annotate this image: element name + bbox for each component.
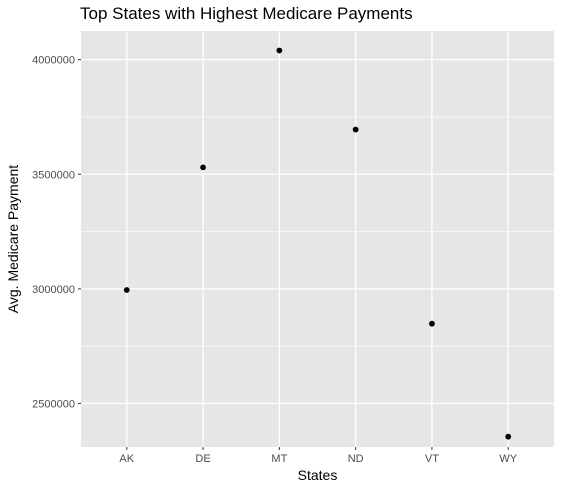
x-tick-label-vt: VT [425, 453, 439, 465]
point-mt [276, 47, 283, 54]
point-wy [505, 433, 512, 440]
y-tick-label-1: 3000000 [32, 284, 75, 296]
point-ak [123, 287, 130, 293]
x-axis-ticks: AK DE MT ND VT WY [119, 447, 518, 465]
chart-title: Top States with Highest Medicare Payment… [80, 4, 413, 23]
x-tick-label-mt: MT [271, 453, 287, 465]
y-axis-ticks: 2500000 3000000 3500000 4000000 [32, 55, 81, 410]
y-tick-label-2: 3500000 [32, 169, 75, 181]
x-axis-title: States [298, 467, 338, 483]
data-points [123, 47, 512, 440]
minor-gridlines [81, 116, 554, 347]
y-axis-title: Avg. Medicare Payment [5, 165, 21, 313]
point-nd [352, 126, 359, 133]
plot-panel [81, 31, 554, 447]
major-gridlines [81, 31, 554, 447]
x-tick-label-ak: AK [119, 453, 134, 465]
y-tick-label-0: 2500000 [32, 398, 75, 410]
point-de [200, 164, 206, 171]
x-tick-label-wy: WY [499, 453, 517, 465]
point-vt [429, 320, 435, 327]
y-tick-label-3: 4000000 [32, 55, 75, 67]
x-tick-label-de: DE [195, 453, 210, 465]
x-tick-label-nd: ND [348, 453, 364, 465]
